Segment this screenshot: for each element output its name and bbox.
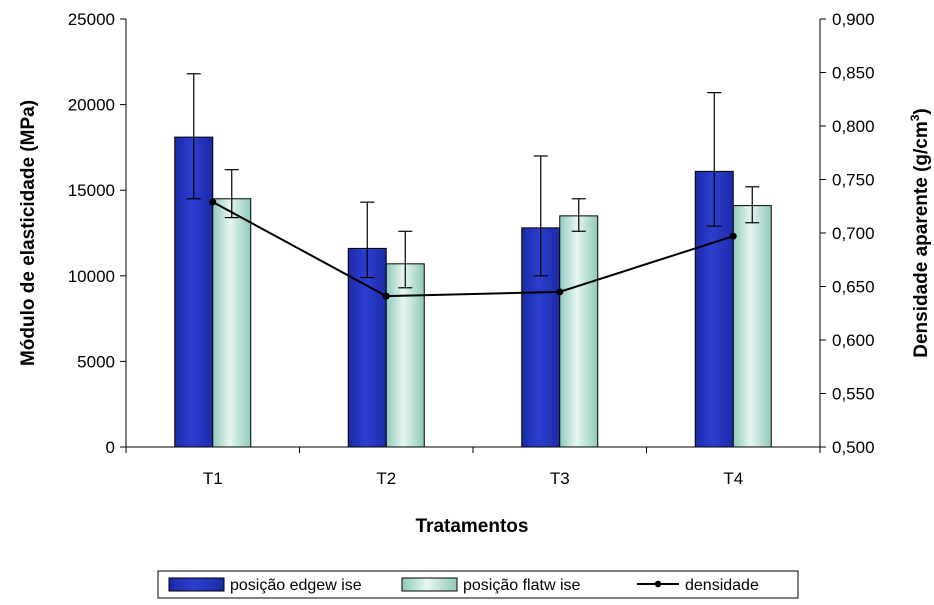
legend-label-edgewise: posição edgew ise — [230, 577, 362, 594]
bar-flatwise — [732, 205, 772, 448]
y-tick-label: 5000 — [77, 352, 115, 371]
density-line — [209, 198, 737, 300]
legend: posição edgew ise posição flatw ise dens… — [157, 570, 799, 599]
y2-tick-label: 0,650 — [832, 278, 875, 297]
y2-tick-label: 0,850 — [832, 64, 875, 83]
x-tick-label: T4 — [723, 469, 743, 488]
bar-flatwise — [212, 198, 252, 448]
error-bars — [186, 73, 760, 289]
tick-labels: 0 5000 10000 15000 20000 25000 0,500 0,550 0,600… — [68, 10, 875, 488]
bar-flatwise — [559, 215, 599, 448]
y-tick-label: 0 — [106, 438, 115, 457]
y-tick-label: 15000 — [68, 181, 115, 200]
legend-swatch-flatwise — [401, 577, 458, 592]
density-point — [382, 292, 390, 300]
density-point — [729, 232, 737, 240]
x-tick-label: T2 — [376, 469, 396, 488]
y2-tick-label: 0,600 — [832, 331, 875, 350]
legend-swatch-edgewise — [168, 577, 225, 592]
x-tick-label: T1 — [203, 469, 223, 488]
y-axis-title: Módulo de elasticidade (MPa) — [18, 100, 39, 366]
y2-axis-title-main: Densidade aparente (g/cm — [911, 121, 932, 358]
y2-tick-label: 0,550 — [832, 385, 875, 404]
legend-marker-density — [654, 580, 662, 588]
y-tick-label: 10000 — [68, 267, 115, 286]
y2-tick-label: 0,900 — [832, 10, 875, 29]
density-point — [209, 198, 217, 206]
y2-axis-title-superscript: 3 — [908, 114, 922, 121]
y2-axis-title: Densidade aparente (g/cm3) — [908, 108, 932, 358]
bar-edgewise — [347, 247, 387, 448]
x-axis-title: Tratamentos — [416, 516, 529, 537]
y2-tick-label: 0,500 — [832, 438, 875, 457]
y2-axis-title-close: ) — [911, 108, 932, 114]
y2-tick-label: 0,750 — [832, 171, 875, 190]
legend-label-density: densidade — [685, 577, 759, 594]
density-polyline — [212, 201, 734, 298]
y-tick-label: 20000 — [68, 96, 115, 115]
legend-label-flatwise: posição flatw ise — [463, 577, 580, 594]
x-tick-label: T3 — [550, 469, 570, 488]
bar-flatwise — [385, 263, 425, 448]
y-tick-label: 25000 — [68, 10, 115, 29]
bars — [174, 136, 772, 448]
legend-frame — [157, 570, 799, 599]
density-point — [556, 288, 564, 296]
y2-tick-label: 0,800 — [832, 117, 875, 136]
y2-tick-label: 0,700 — [832, 224, 875, 243]
